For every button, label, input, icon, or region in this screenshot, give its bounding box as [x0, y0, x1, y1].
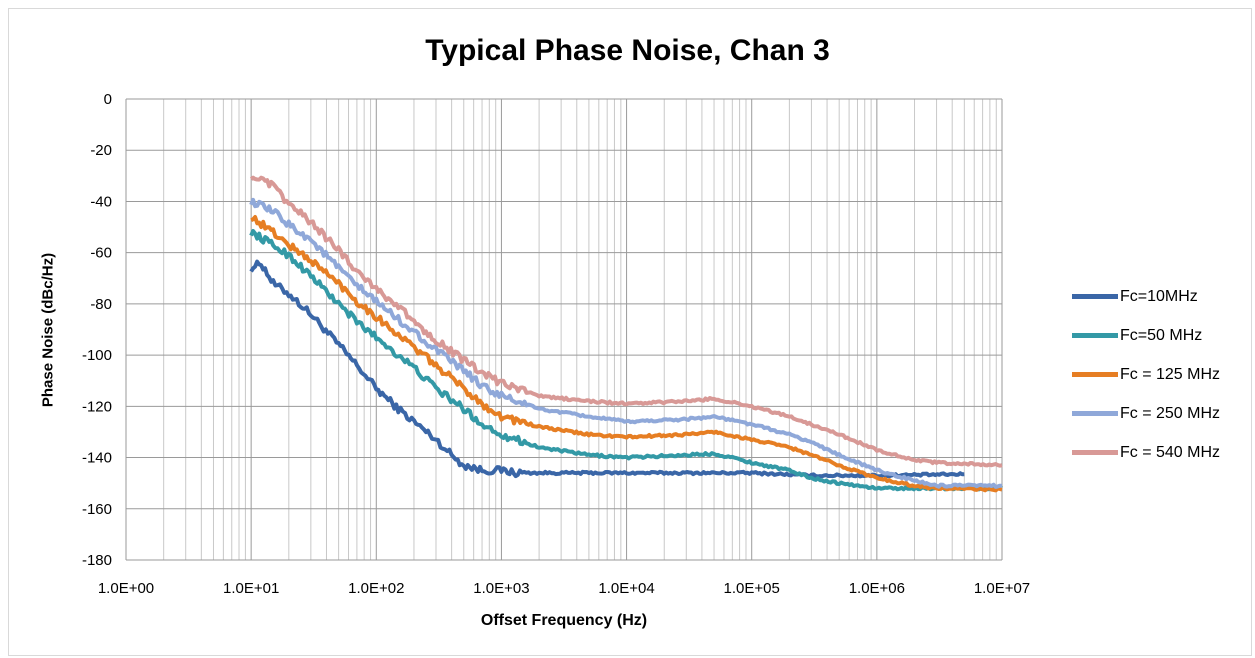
- x-tick-label: 1.0E+05: [724, 580, 780, 597]
- x-tick-label: 1.0E+07: [974, 580, 1030, 597]
- y-tick-label: -40: [90, 193, 112, 210]
- legend-swatch: [1072, 411, 1118, 416]
- y-tick-label: 0: [104, 91, 112, 108]
- series-line: [249, 197, 1002, 489]
- x-axis-label: Offset Frequency (Hz): [480, 612, 648, 629]
- y-tick-label: -180: [82, 552, 112, 569]
- y-tick-label: -140: [82, 450, 112, 467]
- y-tick-label: -80: [90, 296, 112, 313]
- x-tick-label: 1.0E+01: [223, 580, 279, 597]
- legend-item: Fc = 250 MHz: [1072, 394, 1220, 433]
- chart-frame: [8, 8, 1252, 656]
- series-line: [250, 215, 1003, 493]
- legend: Fc=10MHz Fc=50 MHz Fc = 125 MHz Fc = 250 MH…: [1072, 277, 1220, 472]
- legend-item: Fc = 540 MHz: [1072, 433, 1220, 472]
- chart-title: Typical Phase Noise, Chan 3: [425, 34, 830, 67]
- legend-swatch: [1072, 294, 1118, 299]
- x-tick-label: 1.0E+00: [98, 580, 154, 597]
- legend-label: Fc = 540 MHz: [1120, 443, 1221, 461]
- legend-swatch: [1072, 372, 1118, 377]
- series-line: [249, 259, 965, 479]
- legend-item: Fc=50 MHz: [1072, 316, 1220, 355]
- y-tick-label: -160: [82, 501, 112, 518]
- legend-item: Fc=10MHz: [1072, 277, 1220, 316]
- x-tick-label: 1.0E+06: [849, 580, 905, 597]
- legend-swatch: [1072, 333, 1118, 338]
- y-tick-label: -20: [90, 142, 112, 159]
- series-line: [249, 175, 1003, 468]
- legend-label: Fc = 250 MHz: [1120, 404, 1221, 422]
- legend-swatch: [1072, 450, 1118, 455]
- legend-label: Fc = 125 MHz: [1120, 365, 1221, 383]
- x-tick-label: 1.0E+03: [473, 580, 529, 597]
- legend-item: Fc = 125 MHz: [1072, 355, 1220, 394]
- series-line: [249, 229, 1003, 492]
- legend-label: Fc=50 MHz: [1120, 326, 1203, 344]
- y-tick-label: -60: [90, 245, 112, 262]
- x-tick-label: 1.0E+02: [348, 580, 404, 597]
- y-tick-label: -100: [82, 347, 112, 364]
- y-tick-label: -120: [82, 398, 112, 415]
- legend-label: Fc=10MHz: [1120, 287, 1198, 305]
- x-tick-label: 1.0E+04: [598, 580, 654, 597]
